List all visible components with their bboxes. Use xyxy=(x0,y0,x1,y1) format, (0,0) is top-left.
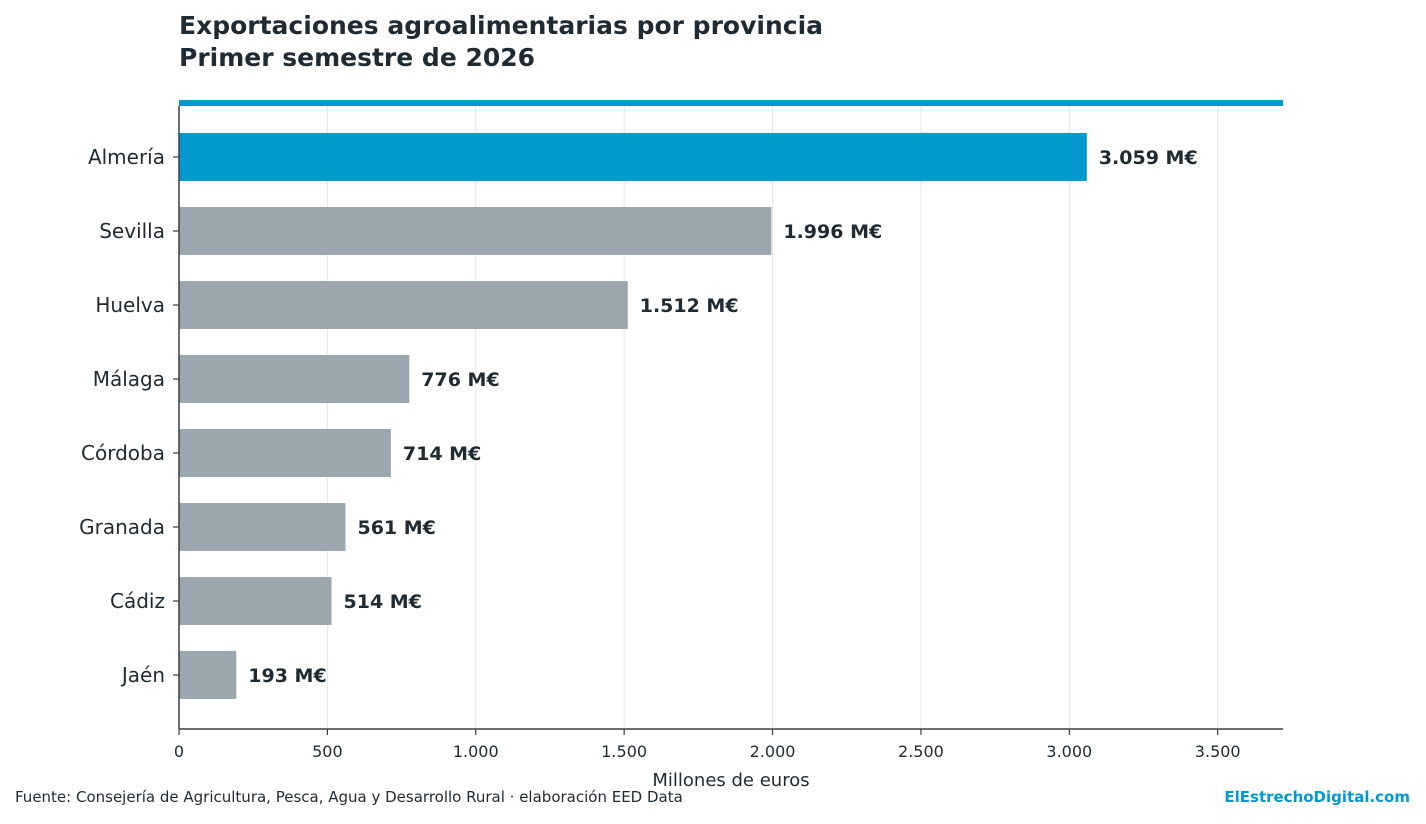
chart-title-block: Exportaciones agroalimentarias por provi… xyxy=(179,10,823,74)
data-label: 1.512 M€ xyxy=(640,295,739,317)
data-label: 1.996 M€ xyxy=(783,221,882,243)
category-labels: Almería Sevilla Huelva Málaga Córdoba Granada… xyxy=(79,145,179,687)
gridlines xyxy=(326,106,1219,729)
category-label: Cádiz xyxy=(110,589,165,613)
bar xyxy=(179,651,237,699)
data-label: 561 M€ xyxy=(357,517,435,539)
bar xyxy=(179,577,332,625)
data-label: 3.059 M€ xyxy=(1099,147,1198,169)
bar xyxy=(179,429,391,477)
x-tick-label: 3.000 xyxy=(1046,742,1092,761)
x-tick-label: 2.500 xyxy=(898,742,944,761)
data-label: 714 M€ xyxy=(403,443,481,465)
bar xyxy=(179,207,772,255)
category-label: Granada xyxy=(79,515,165,539)
x-tick-label: 1.000 xyxy=(453,742,499,761)
bar xyxy=(179,503,346,551)
x-tick-label: 2.000 xyxy=(750,742,796,761)
bars xyxy=(179,133,1087,699)
value-labels: 3.059 M€ 1.996 M€ 1.512 M€ 776 M€ 714 M€ 561 … xyxy=(248,147,1197,687)
data-label: 514 M€ xyxy=(344,591,422,613)
data-label: 193 M€ xyxy=(248,665,326,687)
bar xyxy=(179,133,1087,181)
category-label: Almería xyxy=(88,145,165,169)
x-ticks: 0 500 1.000 1.500 2.000 2.500 3.000 3.500 xyxy=(174,729,1241,761)
category-label: Córdoba xyxy=(81,441,165,465)
bar xyxy=(179,281,628,329)
data-label: 776 M€ xyxy=(421,369,499,391)
category-label: Jaén xyxy=(120,663,165,687)
top-accent-bar xyxy=(179,100,1283,106)
footer-source: Fuente: Consejería de Agricultura, Pesca… xyxy=(15,788,683,806)
category-label: Sevilla xyxy=(99,219,165,243)
chart-subtitle: Primer semestre de 2026 xyxy=(179,43,536,72)
footer-brand[interactable]: ElEstrechoDigital.com xyxy=(1224,788,1410,806)
x-tick-label: 3.500 xyxy=(1195,742,1241,761)
x-tick-label: 500 xyxy=(312,742,343,761)
chart-title: Exportaciones agroalimentarias por provi… xyxy=(179,11,824,40)
bar xyxy=(179,355,410,403)
x-axis-title: Millones de euros xyxy=(652,770,809,791)
category-label: Huelva xyxy=(95,293,165,317)
x-tick-label: 0 xyxy=(174,742,184,761)
category-label: Málaga xyxy=(93,367,165,391)
x-tick-label: 1.500 xyxy=(601,742,647,761)
